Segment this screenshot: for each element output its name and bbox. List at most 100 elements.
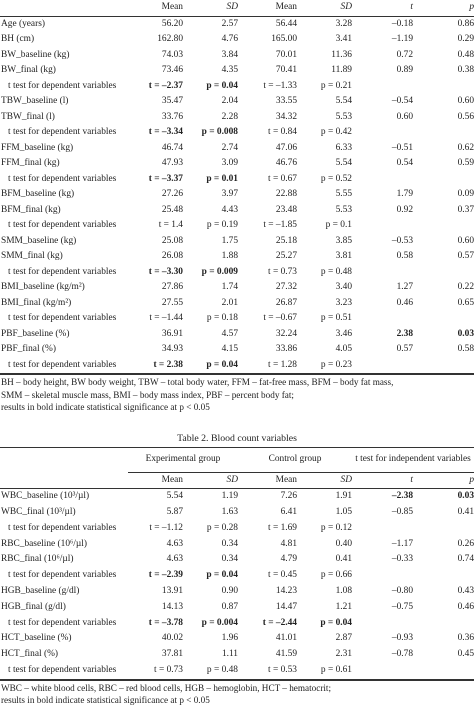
test-row: t test for dependent variables t = 0.73 p …: [0, 663, 474, 680]
sd-value: 5.55: [335, 189, 352, 199]
test-p-value: p = 0.1: [325, 220, 352, 230]
note-line: results in bold indicate statistical sig…: [1, 402, 210, 412]
sd-value: 4.43: [221, 204, 238, 215]
test-t-value: t = –2.44: [262, 617, 297, 628]
t-value: –2.38: [391, 491, 413, 502]
mean-value: 4.63: [166, 538, 183, 549]
test-t-value: t = –1.85: [263, 220, 297, 230]
row-label: WBC_baseline (10³/µl): [1, 491, 90, 502]
blood-count-table: Experimental group Control group t test …: [0, 447, 474, 680]
sd-value: 2.01: [221, 297, 238, 308]
mean-value: 33.86: [275, 344, 297, 354]
table1-body: Age (years) 56.20 2.57 56.44 3.28 –0.18 0.86 BH…: [0, 16, 474, 374]
empty-cell: [352, 218, 413, 234]
empty-cell: [413, 616, 474, 632]
sd-value: 1.19: [221, 491, 238, 502]
row-label: RBC_baseline (10⁶/µl): [1, 538, 88, 549]
row-label: HGB_baseline (g/dl): [1, 586, 80, 597]
row-label: BFM_final (kg): [1, 204, 61, 215]
note-line: SMM – skeletal muscle mass, BMI – body m…: [1, 389, 294, 400]
table2-body: WBC_baseline (10³/µl) 5.54 1.19 7.26 1.91 –2.…: [0, 489, 474, 680]
sd-value: 5.54: [335, 96, 352, 106]
test-t-value: t = 0.84: [268, 127, 297, 137]
t-value: 0.57: [396, 344, 413, 354]
table2-notes: WBC – white blood cells, RBC – red blood…: [0, 679, 474, 707]
note-line: BH – body height, BW body weight, TBW – …: [1, 377, 394, 387]
sd-value: 1.96: [221, 633, 238, 644]
p-value: 0.48: [457, 49, 474, 60]
t-value: 0.92: [396, 204, 413, 215]
mean-value: 70.41: [275, 65, 297, 75]
sd-value: 0.41: [335, 554, 352, 565]
mean-value: 25.48: [161, 204, 183, 215]
sd-value: 0.87: [221, 601, 238, 612]
test-t-value: t = –3.30: [148, 266, 183, 277]
table-row: BMI_final (kg/m²) 27.55 2.01 26.87 3.23 0.46 0…: [0, 296, 474, 312]
p-value: 0.86: [457, 18, 474, 29]
row-label: RBC_final (10⁶/µl): [1, 554, 74, 565]
test-p-value: p = 0.04: [206, 80, 238, 91]
test-p-value: p = 0.51: [320, 313, 352, 323]
test-p-value: p = 0.009: [201, 266, 238, 277]
mean-value: 34.32: [275, 111, 297, 122]
p-value: 0.26: [457, 538, 474, 549]
p-value: 0.65: [457, 297, 474, 308]
mean-value: 25.27: [275, 251, 297, 261]
sd-value: 1.05: [335, 507, 352, 518]
sd-value: 4.15: [221, 344, 238, 354]
sd-value: 5.53: [335, 204, 352, 215]
row-label: PBF_final (%): [1, 344, 56, 354]
sd-value: 4.57: [221, 328, 238, 339]
mean-value: 70.01: [275, 49, 297, 60]
mean-value: 26.08: [161, 251, 183, 261]
sd-value: 1.63: [221, 507, 238, 518]
table-row: Age (years) 56.20 2.57 56.44 3.28 –0.18 0.86: [0, 16, 474, 32]
empty-cell: [352, 663, 413, 679]
sd-value: 3.40: [335, 282, 352, 292]
p-value: 0.45: [457, 649, 474, 660]
mean-value: 4.79: [280, 554, 297, 565]
row-label: Age (years): [1, 18, 45, 29]
empty-cell: [352, 521, 413, 537]
row-label: HGB_final (g/dl): [1, 601, 66, 612]
test-label: t test for dependent variables: [8, 522, 117, 533]
header-cell: [0, 472, 128, 489]
p-value: 0.58: [457, 344, 474, 354]
empty-cell: [352, 125, 413, 141]
table-row: BW_baseline (kg) 74.03 3.84 70.01 11.36 0.72 0…: [0, 48, 474, 64]
header-mean: Mean: [161, 474, 183, 485]
t-value: –0.75: [391, 601, 413, 612]
p-value: 0.56: [457, 111, 474, 122]
sd-value: 3.97: [221, 189, 238, 199]
empty-cell: [413, 568, 474, 584]
mean-value: 74.03: [161, 49, 183, 60]
test-label: t test for dependent variables: [8, 359, 117, 370]
mean-value: 33.55: [275, 96, 297, 106]
row-label: HCT_baseline (%): [1, 633, 72, 644]
mean-value: 47.93: [161, 158, 183, 168]
test-t-value: t = –2.37: [148, 80, 183, 91]
p-value: 0.36: [457, 633, 474, 644]
p-value: 0.60: [457, 235, 474, 246]
empty-cell: [413, 358, 474, 374]
p-value: 0.43: [457, 586, 474, 597]
test-t-value: t = 2.38: [153, 359, 183, 370]
mean-value: 32.24: [275, 328, 297, 339]
test-row: t test for dependent variables t = 1.4 p =…: [0, 218, 474, 234]
test-p-value: p = 0.66: [320, 570, 352, 581]
mean-value: 73.46: [161, 65, 183, 75]
test-p-value: p = 0.52: [320, 173, 352, 184]
t-value: 0.54: [396, 158, 413, 168]
test-row: t test for dependent variables t = –1.44 p…: [0, 311, 474, 327]
test-t-value: t = –0.67: [263, 313, 297, 323]
group-control: Control group: [238, 447, 352, 473]
test-t-value: t = –1.44: [149, 313, 183, 323]
table-row: WBC_final (10³/µl) 5.87 1.63 6.41 1.05 –0.85 0…: [0, 505, 474, 521]
mean-value: 36.91: [161, 328, 183, 339]
test-t-value: t = 1.28: [268, 359, 297, 370]
header-sd: SD: [340, 474, 352, 485]
sd-value: 4.05: [335, 344, 352, 354]
header-cell: [0, 447, 128, 472]
header-p: p: [469, 2, 474, 12]
mean-value: 33.76: [161, 111, 183, 122]
